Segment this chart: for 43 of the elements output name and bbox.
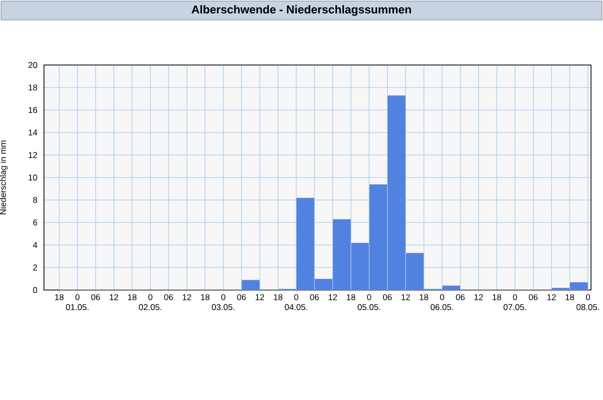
x-tick-label: 12 (110, 294, 118, 300)
x-tick-label: 06 (528, 294, 538, 300)
x-tick-label: 06 (383, 294, 392, 300)
x-tick-label: 18 (566, 294, 574, 300)
y-tick-label: 2 (33, 264, 38, 270)
y-tick-label: 10 (28, 174, 38, 180)
x-tick-label: 0 05.05. (358, 294, 380, 310)
x-tick-label: 0 08.05. (576, 294, 599, 310)
y-tick-label: 14 (28, 130, 38, 136)
x-tick-label: 12 (256, 294, 264, 300)
x-tick-label: 0 07.05. (504, 294, 526, 310)
y-tick-label: 8 (33, 197, 38, 203)
y-tick-label: 0 (33, 287, 38, 293)
y-tick-label: 20 (28, 62, 38, 68)
y-tick-label: 16 (28, 107, 38, 113)
x-tick-label: 12 (474, 294, 483, 300)
x-tick-label: 18 (492, 294, 502, 300)
x-tick-label: 06 (456, 294, 465, 300)
x-tick-label: 0 01.05. (66, 294, 88, 310)
x-tick-label: 0 03.05. (212, 294, 234, 310)
x-tick-label: 12 (182, 294, 192, 300)
x-tick-label: 0 02.05. (138, 294, 162, 310)
x-tick-label: 12 (547, 294, 556, 300)
x-tick-label: 12 (402, 294, 410, 300)
x-tick-label: 18 (274, 294, 282, 300)
x-tick-label: 0 04.05. (284, 294, 308, 310)
chart-title: Alberschwende - Niederschlagssummen (192, 5, 411, 16)
x-tick-label: 18 (128, 294, 136, 300)
x-tick-label: 12 (328, 294, 337, 300)
x-tick-label: 18 (420, 294, 428, 300)
y-tick-label: 6 (33, 220, 38, 226)
y-tick-label: 12 (28, 152, 38, 158)
y-tick-label: 18 (28, 84, 38, 90)
x-tick-label: 06 (164, 294, 173, 300)
x-tick-label: 18 (55, 294, 64, 300)
y-axis-title: Niederschlag in mm (0, 140, 8, 214)
x-tick-label: 06 (91, 294, 100, 300)
y-tick-label: 4 (32, 242, 38, 248)
x-tick-label: 06 (310, 294, 319, 300)
x-tick-label: 18 (201, 294, 210, 300)
x-tick-label: 06 (237, 294, 246, 300)
x-tick-label: 18 (346, 294, 356, 300)
x-tick-label: 0 06.05. (430, 294, 454, 310)
